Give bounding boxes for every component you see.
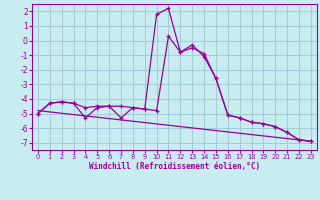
X-axis label: Windchill (Refroidissement éolien,°C): Windchill (Refroidissement éolien,°C) bbox=[89, 162, 260, 171]
